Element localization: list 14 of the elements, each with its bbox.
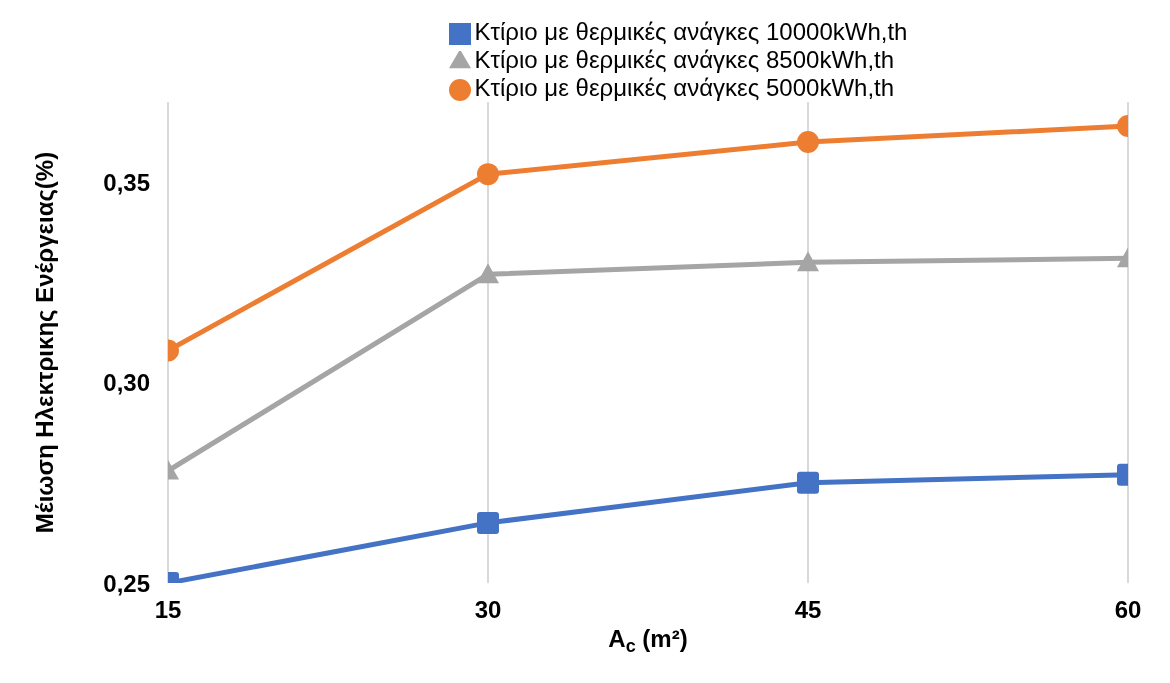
x-tick-label: 15 (154, 596, 182, 624)
point (477, 511, 499, 534)
y-tick-label: 0,25 (103, 569, 150, 597)
point (797, 471, 819, 494)
x-tick-label: 30 (474, 596, 502, 624)
y-tick-label: 0,30 (103, 369, 150, 397)
x-axis-title: A$_{c}$ (m²) (608, 625, 688, 657)
legend-label: Κτίριο με θερμικές ανάγκες 10000kWh,th (474, 18, 908, 45)
y-axis-title: Μέιωση Ηλεκτρικης Ενέργειας(%) (31, 151, 58, 534)
x-tick-label: 60 (1114, 596, 1142, 624)
y-tick-label: 0,35 (103, 168, 150, 196)
legend-label: Κτίριο με θερμικές ανάγκες 8500kWh,th (474, 46, 895, 73)
x-tick-label: 45 (794, 596, 822, 624)
legend-label: Κτίριο με θερμικές ανάγκες 5000kWh,th (474, 74, 895, 101)
